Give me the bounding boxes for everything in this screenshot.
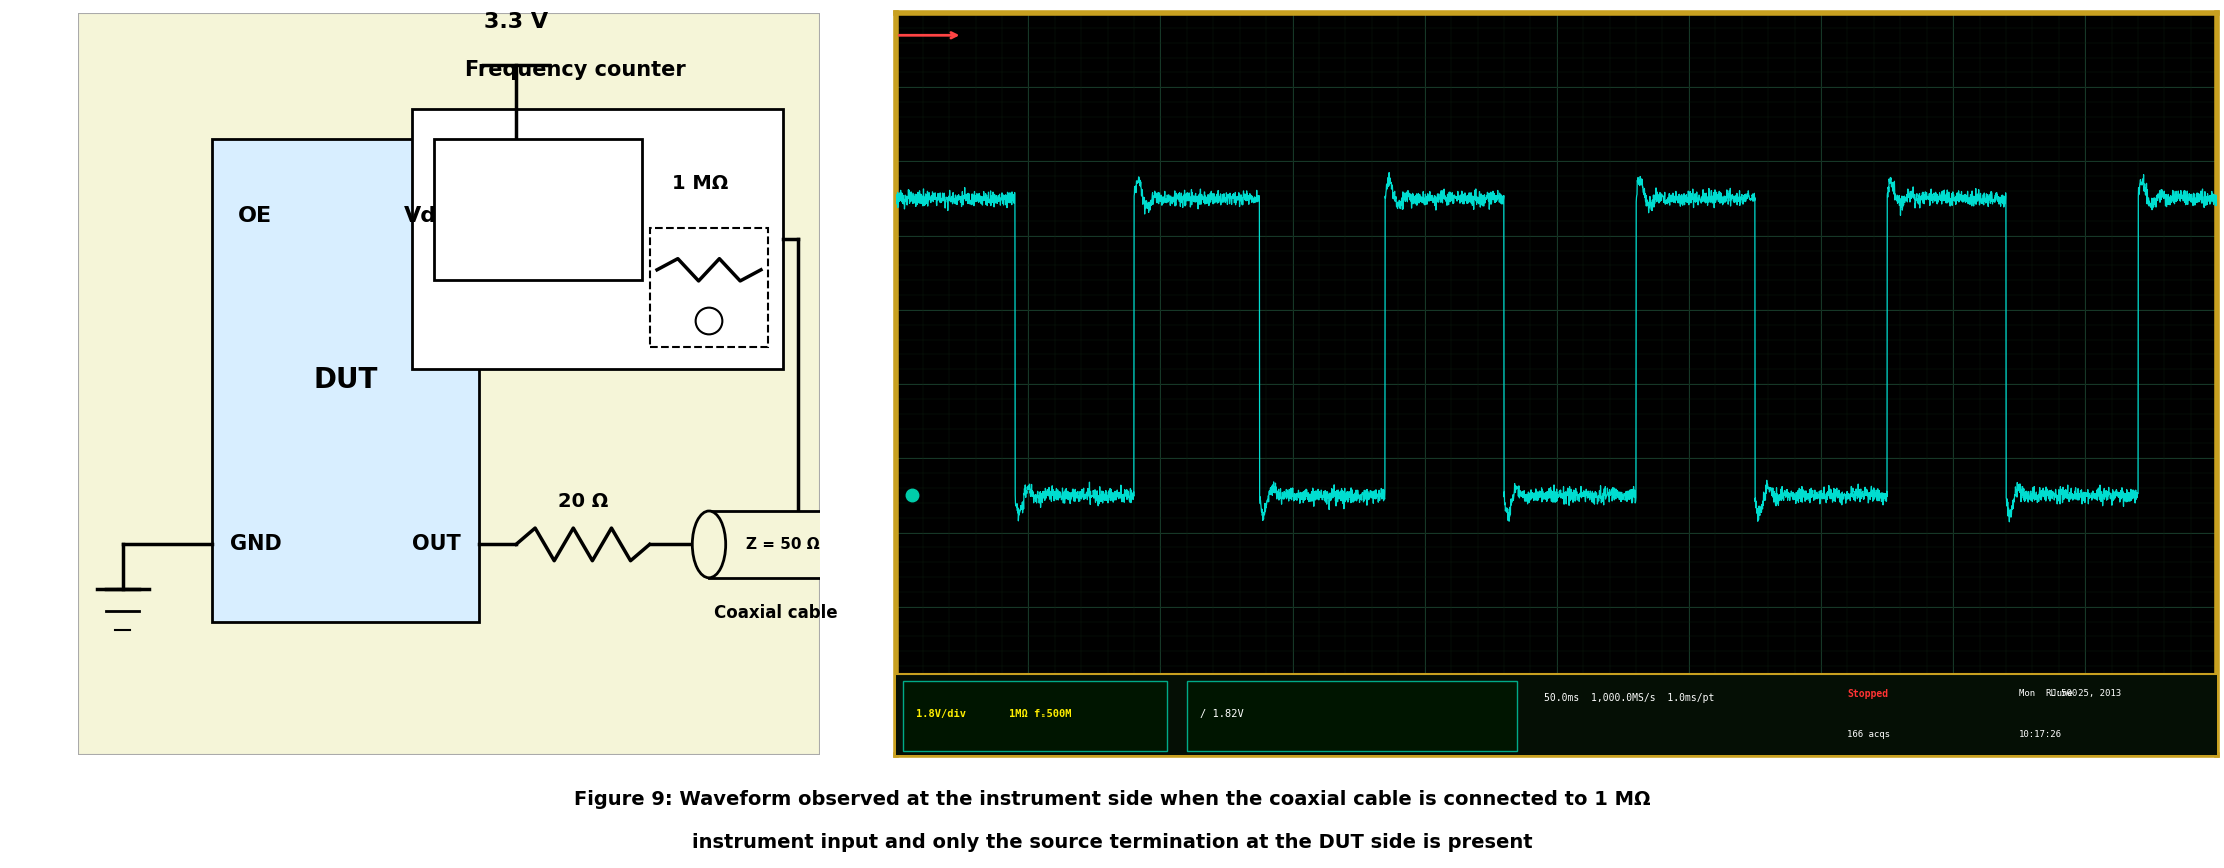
Ellipse shape bbox=[825, 511, 858, 578]
Text: RL:500: RL:500 bbox=[2046, 689, 2077, 699]
Text: Mon   June 25, 2013: Mon June 25, 2013 bbox=[2019, 689, 2122, 699]
FancyBboxPatch shape bbox=[903, 681, 1168, 752]
Text: GND: GND bbox=[231, 535, 282, 555]
Text: / 1.82V: / 1.82V bbox=[1201, 709, 1243, 720]
Bar bbox=[434, 139, 643, 280]
Text: 1MΩ fₛ500M: 1MΩ fₛ500M bbox=[1007, 709, 1072, 720]
Text: DUT: DUT bbox=[314, 366, 378, 394]
Text: Z = 50 Ω: Z = 50 Ω bbox=[747, 537, 821, 552]
Text: 1.8V/div: 1.8V/div bbox=[916, 709, 965, 720]
Bar bbox=[896, 674, 2217, 755]
Bar bbox=[649, 228, 767, 347]
Text: 10:17:26: 10:17:26 bbox=[2019, 730, 2062, 740]
Text: OUT: OUT bbox=[411, 535, 460, 555]
Text: 50.0ms  1,000.0MS/s  1.0ms/pt: 50.0ms 1,000.0MS/s 1.0ms/pt bbox=[1543, 693, 1715, 703]
Text: Stopped: Stopped bbox=[1848, 689, 1888, 699]
Text: 20 Ω: 20 Ω bbox=[558, 492, 607, 511]
Ellipse shape bbox=[692, 511, 725, 578]
Text: 1 MΩ: 1 MΩ bbox=[672, 174, 727, 194]
Text: Figure 9: Waveform observed at the instrument side when the coaxial cable is con: Figure 9: Waveform observed at the instr… bbox=[574, 790, 1650, 809]
Bar bbox=[709, 511, 843, 578]
Text: 3.3 V: 3.3 V bbox=[485, 11, 547, 31]
Text: Vdd: Vdd bbox=[405, 207, 454, 227]
Bar bbox=[411, 109, 783, 369]
Text: Frequency counter: Frequency counter bbox=[465, 60, 685, 80]
Bar bbox=[211, 139, 478, 621]
FancyBboxPatch shape bbox=[1188, 681, 1517, 752]
Text: 166 acqs: 166 acqs bbox=[1848, 730, 1890, 740]
Circle shape bbox=[696, 307, 723, 334]
Text: Coaxial cable: Coaxial cable bbox=[714, 604, 838, 621]
Text: instrument input and only the source termination at the DUT side is present: instrument input and only the source ter… bbox=[692, 833, 1532, 852]
Text: OE: OE bbox=[238, 207, 271, 227]
